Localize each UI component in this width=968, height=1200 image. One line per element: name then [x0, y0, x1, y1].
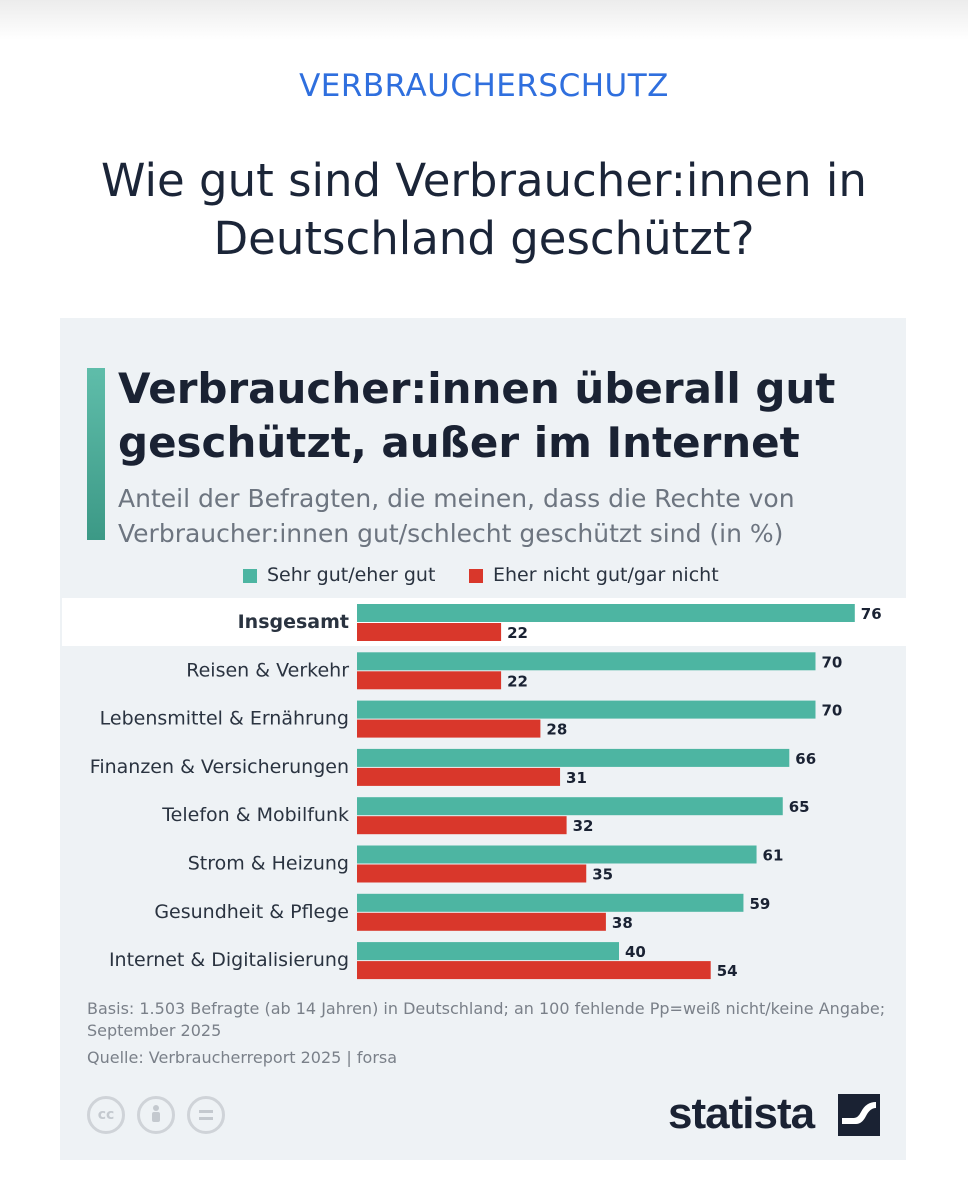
category-label: Lebensmittel & Ernährung: [100, 708, 349, 730]
value-label: 31: [566, 769, 587, 787]
bar-positive: [357, 748, 790, 767]
bar-positive: [357, 604, 855, 622]
person-icon[interactable]: [137, 1096, 175, 1134]
chart-source: Quelle: Verbraucherreport 2025 | forsa: [87, 1048, 398, 1067]
title-accent-bar: [87, 368, 105, 540]
brand-wordmark: statista: [668, 1089, 815, 1138]
license-icons: cc: [87, 1096, 247, 1138]
category-label: Finanzen & Versicherungen: [90, 756, 349, 778]
value-label: 54: [717, 962, 738, 980]
bar-negative: [357, 816, 567, 835]
article-headline: Wie gut sind Verbraucher:innen in Deutsc…: [101, 154, 867, 265]
category-label: Insgesamt: [238, 611, 349, 633]
legend-label-negative: Eher nicht gut/gar nicht: [493, 564, 719, 586]
value-label: 70: [822, 702, 843, 720]
chart-legend: Sehr gut/eher gut Eher nicht gut/gar nic…: [0, 561, 968, 589]
bar-positive: [357, 700, 816, 719]
legend-label-positive: Sehr gut/eher gut: [267, 564, 436, 586]
value-label: 70: [822, 653, 843, 671]
value-label: 35: [592, 866, 613, 884]
value-label: 22: [507, 624, 528, 642]
category-label: Internet & Digitalisierung: [109, 949, 349, 971]
legend-swatch-positive: [243, 569, 257, 583]
value-label: 38: [612, 914, 633, 932]
statista-mark-icon: [838, 1094, 880, 1136]
value-label: 40: [625, 943, 646, 961]
legend-swatch-negative: [469, 569, 483, 583]
value-label: 59: [749, 895, 770, 913]
category-label: Strom & Heizung: [188, 853, 349, 875]
bar-negative: [357, 912, 606, 931]
chart-title: Verbraucher:innen überall gut geschützt,…: [118, 364, 836, 467]
value-label: 32: [573, 817, 594, 835]
bar-negative: [357, 767, 561, 786]
bar-positive: [357, 845, 757, 864]
category-label: Telefon & Mobilfunk: [161, 804, 349, 826]
value-label: 76: [861, 605, 882, 623]
bar-negative: [357, 864, 587, 883]
cc-icon[interactable]: cc: [87, 1096, 125, 1134]
equals-icon[interactable]: [187, 1096, 225, 1134]
bar-negative: [357, 961, 711, 980]
value-label: 65: [789, 798, 810, 816]
bar-negative: [357, 719, 541, 738]
bar-negative: [357, 623, 502, 641]
category-label: Gesundheit & Pflege: [154, 901, 349, 923]
bar-positive: [357, 652, 816, 671]
value-label: 28: [546, 721, 567, 739]
chart-card: [60, 318, 906, 1160]
statista-logo[interactable]: statista: [668, 1088, 888, 1140]
value-label: 22: [507, 672, 528, 690]
bar-positive: [357, 942, 619, 961]
chart-footnote: Basis: 1.503 Befragte (ab 14 Jahren) in …: [87, 999, 886, 1040]
value-label: 66: [795, 750, 816, 768]
chart-subtitle: Anteil der Befragten, die meinen, dass d…: [118, 484, 795, 548]
category-kicker[interactable]: VERBRAUCHERSCHUTZ: [299, 68, 669, 104]
category-label: Reisen & Verkehr: [186, 659, 349, 681]
bar-positive: [357, 893, 744, 912]
value-label: 61: [763, 847, 784, 865]
top-shadow: [0, 0, 968, 40]
bar-positive: [357, 797, 783, 816]
bar-negative: [357, 671, 502, 690]
